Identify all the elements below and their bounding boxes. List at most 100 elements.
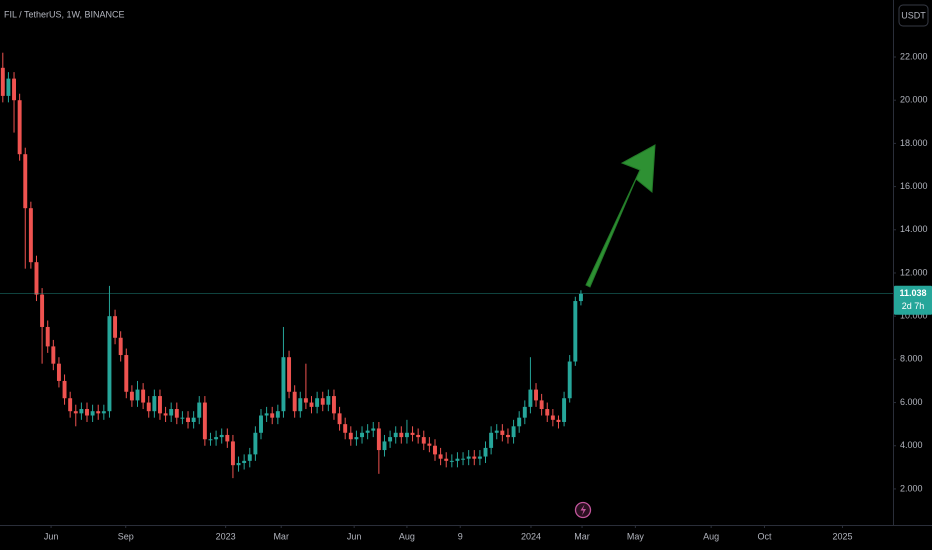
candle-body bbox=[416, 434, 421, 438]
candle-body bbox=[444, 458, 449, 461]
candle-body bbox=[270, 413, 275, 418]
candle-body bbox=[309, 402, 314, 407]
candle-body bbox=[550, 415, 555, 420]
x-tick-label: Sep bbox=[118, 531, 134, 541]
candle-body bbox=[567, 361, 572, 399]
candle-body bbox=[163, 413, 168, 416]
annotation-arrow bbox=[585, 144, 656, 288]
candle-body bbox=[259, 415, 263, 433]
candle-body bbox=[129, 391, 134, 401]
candle-body bbox=[247, 454, 252, 461]
candle-body bbox=[68, 398, 73, 412]
currency-label[interactable]: USDT bbox=[901, 10, 926, 20]
candle-body bbox=[79, 409, 84, 414]
candle-body bbox=[534, 389, 538, 401]
x-tick-label: May bbox=[627, 531, 645, 541]
countdown-label: 2d 7h bbox=[902, 301, 925, 311]
candle-body bbox=[141, 389, 146, 403]
x-tick-label: 9 bbox=[458, 531, 463, 541]
candle-body bbox=[158, 396, 162, 414]
y-tick-label: 2.000 bbox=[900, 483, 923, 493]
candle-body bbox=[500, 430, 505, 435]
candle-body bbox=[315, 398, 320, 407]
candle-body bbox=[522, 406, 527, 418]
candle-body bbox=[180, 417, 185, 419]
candle-body bbox=[331, 396, 336, 414]
candle-body bbox=[146, 402, 151, 412]
candle-body bbox=[124, 355, 129, 392]
candle-body bbox=[17, 100, 22, 155]
candle-body bbox=[539, 400, 544, 410]
candle-body bbox=[96, 411, 101, 414]
x-tick-label: Jun bbox=[347, 531, 362, 541]
candle-body bbox=[427, 443, 432, 446]
candle-body bbox=[191, 417, 196, 422]
candle-body bbox=[382, 441, 387, 451]
candle-body bbox=[0, 67, 5, 96]
candle-body bbox=[466, 456, 471, 459]
x-tick-label: 2023 bbox=[216, 531, 236, 541]
candle-body bbox=[169, 409, 174, 416]
candle-body bbox=[483, 447, 488, 457]
candle-body bbox=[230, 441, 235, 466]
candle-body bbox=[219, 434, 224, 438]
candle-body bbox=[287, 357, 292, 392]
candle-body bbox=[404, 432, 409, 438]
candle-body bbox=[562, 398, 567, 422]
currency-button[interactable] bbox=[898, 4, 929, 27]
candle-body bbox=[461, 458, 466, 460]
candle-body bbox=[573, 301, 578, 362]
event-icon-bolt bbox=[580, 504, 586, 516]
candle-body bbox=[489, 432, 494, 448]
candle-body bbox=[545, 409, 550, 416]
candle-body bbox=[186, 417, 190, 422]
candle-body bbox=[40, 294, 45, 327]
candle-body bbox=[242, 460, 247, 464]
y-tick-label: 8.000 bbox=[900, 354, 923, 364]
candle-body bbox=[511, 426, 516, 438]
candle-body bbox=[343, 424, 348, 433]
x-tick-label: 2025 bbox=[832, 531, 852, 541]
candle-body bbox=[275, 411, 280, 418]
candle-body bbox=[438, 454, 443, 459]
candle-body bbox=[253, 432, 258, 455]
last-price-tag bbox=[894, 285, 932, 315]
candle-body bbox=[113, 316, 118, 338]
x-tick-label: 2024 bbox=[521, 531, 541, 541]
candle-body bbox=[6, 78, 11, 96]
candle-body bbox=[85, 409, 89, 416]
candle-body bbox=[376, 428, 381, 451]
candle-body bbox=[45, 326, 50, 347]
candle-body bbox=[421, 437, 426, 444]
candle-body bbox=[517, 417, 522, 427]
candle-body bbox=[505, 434, 510, 438]
candle-body bbox=[320, 398, 325, 405]
candle-body bbox=[393, 432, 398, 438]
candle-body bbox=[236, 463, 241, 466]
candle-body bbox=[51, 346, 56, 364]
candle-body bbox=[56, 363, 61, 381]
y-tick-label: 20.000 bbox=[900, 95, 928, 105]
candle-body bbox=[477, 456, 482, 459]
x-tick-label: Aug bbox=[399, 531, 415, 541]
candle-body bbox=[152, 396, 157, 412]
marks: 2.000 4.000 6.000 8.000 10.000 12.000 14.000 16… bbox=[0, 51, 932, 541]
candle-body bbox=[202, 402, 207, 440]
candle-body bbox=[12, 78, 16, 101]
candle-body bbox=[28, 208, 33, 263]
candle-body bbox=[281, 357, 286, 412]
candle-body bbox=[348, 432, 353, 440]
candle-body bbox=[399, 432, 404, 438]
candle-body bbox=[455, 458, 460, 461]
candle-body bbox=[556, 419, 561, 422]
candle-body bbox=[472, 456, 477, 459]
candle-body bbox=[34, 262, 39, 295]
x-tick-label: Oct bbox=[757, 531, 772, 541]
candle-body bbox=[208, 439, 213, 441]
candle-body bbox=[73, 411, 78, 414]
candle-body bbox=[528, 389, 533, 407]
y-tick-label: 22.000 bbox=[900, 51, 928, 61]
candle-body bbox=[118, 337, 123, 356]
x-tick-label: Jun bbox=[44, 531, 59, 541]
